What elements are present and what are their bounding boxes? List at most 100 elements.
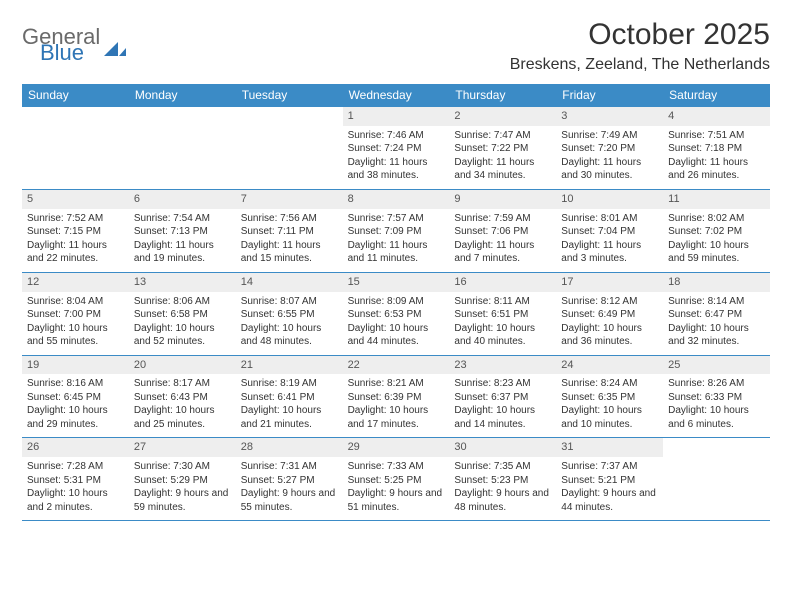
day-number: 12 <box>22 273 129 292</box>
day-cell: 22Sunrise: 8:21 AMSunset: 6:39 PMDayligh… <box>343 356 450 438</box>
day-cell: 11Sunrise: 8:02 AMSunset: 7:02 PMDayligh… <box>663 190 770 272</box>
daylight-text: Daylight: 10 hours and 17 minutes. <box>348 404 445 431</box>
sunrise-text: Sunrise: 8:17 AM <box>134 377 231 391</box>
day-number: 28 <box>236 438 343 457</box>
sunset-text: Sunset: 6:55 PM <box>241 308 338 322</box>
day-number: 27 <box>129 438 236 457</box>
daylight-text: Daylight: 11 hours and 3 minutes. <box>561 239 658 266</box>
sunset-text: Sunset: 5:29 PM <box>134 474 231 488</box>
day-cell: 19Sunrise: 8:16 AMSunset: 6:45 PMDayligh… <box>22 356 129 438</box>
day-cell: 26Sunrise: 7:28 AMSunset: 5:31 PMDayligh… <box>22 438 129 520</box>
day-number: 8 <box>343 190 450 209</box>
sunrise-text: Sunrise: 7:33 AM <box>348 460 445 474</box>
week-row: 5Sunrise: 7:52 AMSunset: 7:15 PMDaylight… <box>22 189 770 272</box>
day-cell <box>663 438 770 520</box>
day-cell: 10Sunrise: 8:01 AMSunset: 7:04 PMDayligh… <box>556 190 663 272</box>
daylight-text: Daylight: 11 hours and 7 minutes. <box>454 239 551 266</box>
sunrise-text: Sunrise: 8:12 AM <box>561 295 658 309</box>
day-number: 5 <box>22 190 129 209</box>
sunset-text: Sunset: 6:49 PM <box>561 308 658 322</box>
day-cell: 20Sunrise: 8:17 AMSunset: 6:43 PMDayligh… <box>129 356 236 438</box>
day-header: Monday <box>129 84 236 106</box>
day-number: 15 <box>343 273 450 292</box>
day-number: 24 <box>556 356 663 375</box>
sunset-text: Sunset: 5:31 PM <box>27 474 124 488</box>
daylight-text: Daylight: 11 hours and 19 minutes. <box>134 239 231 266</box>
daylight-text: Daylight: 9 hours and 51 minutes. <box>348 487 445 514</box>
sunrise-text: Sunrise: 7:35 AM <box>454 460 551 474</box>
brand-logo: General Blue <box>22 26 126 64</box>
day-cell: 8Sunrise: 7:57 AMSunset: 7:09 PMDaylight… <box>343 190 450 272</box>
day-number: 1 <box>343 107 450 126</box>
daylight-text: Daylight: 10 hours and 21 minutes. <box>241 404 338 431</box>
sunset-text: Sunset: 5:25 PM <box>348 474 445 488</box>
day-cell: 7Sunrise: 7:56 AMSunset: 7:11 PMDaylight… <box>236 190 343 272</box>
sunrise-text: Sunrise: 7:59 AM <box>454 212 551 226</box>
daylight-text: Daylight: 11 hours and 15 minutes. <box>241 239 338 266</box>
day-cell: 4Sunrise: 7:51 AMSunset: 7:18 PMDaylight… <box>663 107 770 189</box>
day-number: 17 <box>556 273 663 292</box>
day-cell: 1Sunrise: 7:46 AMSunset: 7:24 PMDaylight… <box>343 107 450 189</box>
sunrise-text: Sunrise: 8:21 AM <box>348 377 445 391</box>
sunrise-text: Sunrise: 7:47 AM <box>454 129 551 143</box>
daylight-text: Daylight: 10 hours and 52 minutes. <box>134 322 231 349</box>
week-row: 1 Sunrise: 7:46 AMSunset: 7:24 PM Daylight… <box>22 106 770 189</box>
daylight-text: Daylight: 10 hours and 32 minutes. <box>668 322 765 349</box>
sunrise-text: Sunrise: 7:57 AM <box>348 212 445 226</box>
day-number: 19 <box>22 356 129 375</box>
daylight-text: Daylight: 10 hours and 10 minutes. <box>561 404 658 431</box>
day-cell <box>129 107 236 189</box>
daylight-text: Daylight: 10 hours and 36 minutes. <box>561 322 658 349</box>
day-number: 29 <box>343 438 450 457</box>
sunset-text: Sunset: 7:24 PM <box>348 142 445 156</box>
sunset-text: Sunset: 6:58 PM <box>134 308 231 322</box>
sunset-text: Sunset: 6:41 PM <box>241 391 338 405</box>
daylight-text: Daylight: 10 hours and 59 minutes. <box>668 239 765 266</box>
sunrise-text: Sunrise: 7:30 AM <box>134 460 231 474</box>
sunset-text: Sunset: 6:53 PM <box>348 308 445 322</box>
sunset-text: Sunset: 7:00 PM <box>27 308 124 322</box>
day-number: 18 <box>663 273 770 292</box>
title-block: October 2025 Breskens, Zeeland, The Neth… <box>510 18 770 74</box>
day-number: 16 <box>449 273 556 292</box>
day-cell: 13Sunrise: 8:06 AMSunset: 6:58 PMDayligh… <box>129 273 236 355</box>
day-number: 23 <box>449 356 556 375</box>
day-number: 25 <box>663 356 770 375</box>
sunset-text: Sunset: 6:45 PM <box>27 391 124 405</box>
sunrise-text: Sunrise: 8:23 AM <box>454 377 551 391</box>
daylight-text: Daylight: 9 hours and 44 minutes. <box>561 487 658 514</box>
day-header: Thursday <box>449 84 556 106</box>
daylight-text: Daylight: 10 hours and 29 minutes. <box>27 404 124 431</box>
day-number: 11 <box>663 190 770 209</box>
day-number: 26 <box>22 438 129 457</box>
day-cell: 30Sunrise: 7:35 AMSunset: 5:23 PMDayligh… <box>449 438 556 520</box>
sunrise-text: Sunrise: 8:02 AM <box>668 212 765 226</box>
day-cell: 28Sunrise: 7:31 AMSunset: 5:27 PMDayligh… <box>236 438 343 520</box>
sunrise-text: Sunrise: 7:54 AM <box>134 212 231 226</box>
day-number: 3 <box>556 107 663 126</box>
sunset-text: Sunset: 5:23 PM <box>454 474 551 488</box>
day-header: Sunday <box>22 84 129 106</box>
day-cell: 2Sunrise: 7:47 AMSunset: 7:22 PMDaylight… <box>449 107 556 189</box>
daylight-text: Daylight: 10 hours and 48 minutes. <box>241 322 338 349</box>
sunrise-text: Sunrise: 7:46 AM <box>348 129 445 143</box>
sunset-text: Sunset: 6:39 PM <box>348 391 445 405</box>
daylight-text: Daylight: 9 hours and 59 minutes. <box>134 487 231 514</box>
day-cell: 16Sunrise: 8:11 AMSunset: 6:51 PMDayligh… <box>449 273 556 355</box>
sunset-text: Sunset: 7:20 PM <box>561 142 658 156</box>
sunrise-text: Sunrise: 8:19 AM <box>241 377 338 391</box>
sunrise-text: Sunrise: 7:37 AM <box>561 460 658 474</box>
daylight-text: Daylight: 11 hours and 26 minutes. <box>668 156 765 183</box>
day-number: 31 <box>556 438 663 457</box>
daylight-text: Daylight: 11 hours and 34 minutes. <box>454 156 551 183</box>
sunrise-text: Sunrise: 8:26 AM <box>668 377 765 391</box>
sunrise-text: Sunrise: 7:49 AM <box>561 129 658 143</box>
sunrise-text: Sunrise: 8:09 AM <box>348 295 445 309</box>
sunset-text: Sunset: 7:09 PM <box>348 225 445 239</box>
day-cell: 31Sunrise: 7:37 AMSunset: 5:21 PMDayligh… <box>556 438 663 520</box>
sunrise-text: Sunrise: 7:51 AM <box>668 129 765 143</box>
week-row: 19Sunrise: 8:16 AMSunset: 6:45 PMDayligh… <box>22 355 770 438</box>
sunrise-text: Sunrise: 8:06 AM <box>134 295 231 309</box>
day-cell: 5Sunrise: 7:52 AMSunset: 7:15 PMDaylight… <box>22 190 129 272</box>
week-row: 12Sunrise: 8:04 AMSunset: 7:00 PMDayligh… <box>22 272 770 355</box>
